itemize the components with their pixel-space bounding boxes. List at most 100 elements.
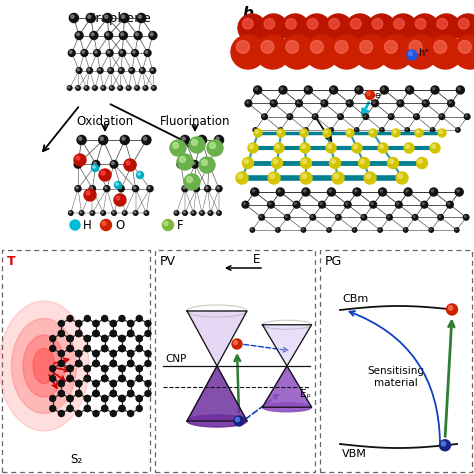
Circle shape bbox=[456, 128, 460, 132]
Circle shape bbox=[407, 88, 410, 90]
Circle shape bbox=[101, 365, 108, 372]
Circle shape bbox=[68, 50, 75, 56]
Circle shape bbox=[180, 135, 190, 145]
Circle shape bbox=[310, 215, 316, 220]
Circle shape bbox=[77, 69, 79, 71]
Circle shape bbox=[93, 49, 100, 56]
Circle shape bbox=[111, 162, 114, 164]
Circle shape bbox=[67, 365, 73, 372]
Circle shape bbox=[132, 185, 139, 192]
Circle shape bbox=[448, 202, 450, 205]
Circle shape bbox=[270, 100, 277, 107]
Circle shape bbox=[110, 381, 116, 386]
Circle shape bbox=[201, 211, 202, 213]
Circle shape bbox=[388, 216, 390, 218]
Circle shape bbox=[150, 33, 153, 36]
Circle shape bbox=[288, 115, 290, 117]
Circle shape bbox=[250, 145, 254, 148]
Circle shape bbox=[406, 128, 407, 130]
Circle shape bbox=[244, 159, 248, 164]
Ellipse shape bbox=[263, 403, 311, 412]
Circle shape bbox=[454, 14, 474, 42]
Circle shape bbox=[119, 336, 125, 341]
Circle shape bbox=[456, 128, 458, 130]
Circle shape bbox=[81, 50, 88, 56]
Circle shape bbox=[118, 68, 124, 73]
Circle shape bbox=[431, 190, 434, 192]
Circle shape bbox=[191, 160, 199, 168]
Circle shape bbox=[389, 14, 417, 42]
Circle shape bbox=[144, 137, 146, 140]
Circle shape bbox=[194, 187, 197, 189]
Circle shape bbox=[67, 86, 72, 90]
Circle shape bbox=[255, 88, 258, 90]
Circle shape bbox=[119, 405, 125, 411]
Circle shape bbox=[278, 128, 283, 132]
Circle shape bbox=[110, 391, 116, 396]
Circle shape bbox=[90, 186, 95, 191]
Circle shape bbox=[145, 211, 146, 213]
Text: Eₚ: Eₚ bbox=[300, 389, 311, 399]
Text: Graphene: Graphene bbox=[85, 12, 151, 25]
Circle shape bbox=[112, 210, 116, 215]
Polygon shape bbox=[263, 325, 311, 366]
Circle shape bbox=[88, 15, 91, 18]
Circle shape bbox=[286, 40, 299, 54]
Circle shape bbox=[398, 101, 401, 103]
Circle shape bbox=[133, 51, 135, 53]
Circle shape bbox=[120, 135, 129, 145]
Circle shape bbox=[93, 330, 99, 337]
Circle shape bbox=[93, 330, 99, 337]
Circle shape bbox=[329, 86, 337, 94]
Circle shape bbox=[455, 188, 463, 196]
Circle shape bbox=[278, 190, 280, 192]
Circle shape bbox=[153, 87, 154, 88]
FancyBboxPatch shape bbox=[155, 250, 315, 472]
Circle shape bbox=[254, 86, 262, 94]
Circle shape bbox=[76, 361, 82, 366]
Circle shape bbox=[184, 174, 200, 190]
Circle shape bbox=[232, 339, 242, 349]
Circle shape bbox=[119, 316, 125, 321]
Circle shape bbox=[404, 188, 412, 196]
Circle shape bbox=[137, 365, 142, 372]
Circle shape bbox=[458, 40, 471, 54]
Circle shape bbox=[251, 188, 259, 196]
Text: h⁺: h⁺ bbox=[418, 48, 429, 58]
Circle shape bbox=[93, 86, 97, 90]
Circle shape bbox=[177, 161, 184, 168]
Circle shape bbox=[164, 221, 168, 226]
Circle shape bbox=[76, 320, 82, 327]
Circle shape bbox=[58, 320, 64, 327]
Circle shape bbox=[67, 336, 73, 341]
Circle shape bbox=[68, 49, 75, 56]
Circle shape bbox=[119, 336, 125, 341]
Circle shape bbox=[432, 14, 460, 42]
Circle shape bbox=[128, 330, 134, 337]
Circle shape bbox=[58, 350, 64, 356]
Circle shape bbox=[110, 361, 116, 366]
Circle shape bbox=[128, 381, 134, 386]
Circle shape bbox=[101, 365, 108, 372]
Circle shape bbox=[75, 185, 81, 192]
Circle shape bbox=[397, 202, 399, 205]
Text: e⁻: e⁻ bbox=[375, 91, 385, 100]
Circle shape bbox=[67, 395, 73, 401]
Circle shape bbox=[128, 320, 134, 327]
Circle shape bbox=[74, 154, 86, 166]
Circle shape bbox=[388, 157, 399, 168]
Circle shape bbox=[336, 215, 341, 220]
Circle shape bbox=[142, 136, 151, 145]
Circle shape bbox=[279, 128, 281, 130]
Circle shape bbox=[439, 216, 440, 218]
Circle shape bbox=[305, 35, 339, 69]
Circle shape bbox=[437, 18, 447, 29]
Circle shape bbox=[93, 391, 99, 396]
Polygon shape bbox=[187, 366, 247, 421]
Circle shape bbox=[100, 219, 111, 230]
Circle shape bbox=[253, 128, 257, 132]
Text: T: T bbox=[7, 255, 16, 268]
Circle shape bbox=[67, 316, 73, 321]
Circle shape bbox=[174, 211, 179, 215]
Circle shape bbox=[84, 365, 91, 372]
